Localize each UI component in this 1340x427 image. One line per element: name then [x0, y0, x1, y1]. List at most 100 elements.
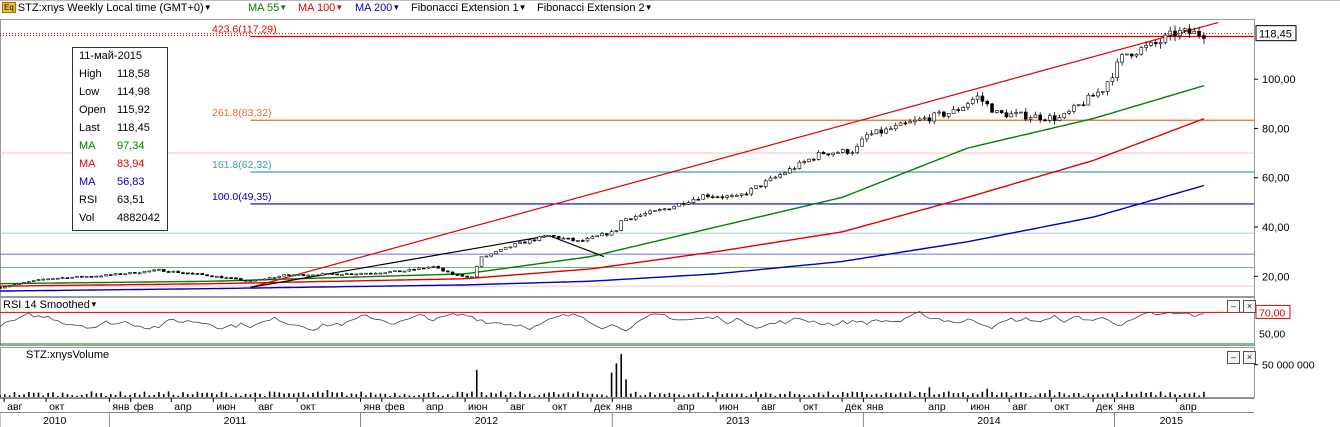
symbol-title-button[interactable]: Eq STZ:xnys Weekly Local time (GMT+0)▼: [2, 2, 212, 18]
minimize-icon: –: [1230, 352, 1236, 362]
candle-body: [388, 271, 392, 274]
candle-body: [503, 247, 508, 250]
candle-body: [812, 158, 816, 161]
candle-body: [508, 246, 513, 249]
rsi-close-button[interactable]: ×: [1243, 300, 1256, 313]
rsi-minimize-button[interactable]: –: [1227, 300, 1240, 313]
year-label: 2013: [726, 415, 750, 427]
candle-body: [1139, 47, 1144, 55]
candle-body: [869, 133, 874, 136]
candle-body: [287, 274, 291, 276]
candle-body: [523, 241, 527, 244]
candle-body: [691, 198, 696, 203]
dropdown-arrow-icon: ▼: [335, 3, 344, 12]
candle-body: [966, 103, 970, 108]
info-row-value: 114,98: [117, 86, 150, 98]
candle-body: [532, 239, 537, 242]
candle-body: [474, 266, 479, 278]
candle-body: [219, 275, 224, 279]
ma100-button[interactable]: MA 100▼: [298, 2, 343, 18]
month-label: окт: [552, 401, 568, 413]
info-row-label: MA: [79, 176, 96, 188]
equity-badge-icon: Eq: [2, 2, 16, 13]
fib-ext1-button[interactable]: Fibonacci Extension 1▼: [411, 2, 527, 18]
axes: 118,45 20,00 40,00 60,00 80,00 100,00 70,00 50,…: [0, 25, 1315, 427]
month-label: янв: [866, 401, 883, 413]
price-panel-frame: [0, 19, 1255, 297]
last-price-label: 118,45: [1259, 29, 1292, 41]
info-row-value: 83,94: [117, 158, 145, 170]
candle-body: [922, 117, 927, 120]
month-label: окт: [49, 401, 65, 413]
month-label: фев: [385, 401, 405, 413]
candle-body: [754, 185, 758, 189]
candle-body: [436, 266, 441, 269]
info-row: Open 115,92: [79, 104, 150, 122]
candle-body: [1033, 114, 1038, 119]
candle-body: [913, 119, 917, 123]
candle-body: [686, 202, 691, 205]
candle-body: [441, 267, 445, 272]
rsi-overbought-label: 70,00: [1259, 307, 1285, 319]
ma55-button[interactable]: MA 55▼: [248, 2, 287, 18]
info-row-value: 115,92: [117, 104, 150, 116]
candle-body: [113, 273, 118, 276]
candle-body: [325, 273, 330, 275]
candle-body: [27, 281, 31, 283]
symbol-title: STZ:xnys Weekly Local time (GMT+0): [17, 2, 204, 14]
info-row-value: 97,34: [117, 140, 145, 152]
candle-body: [200, 273, 205, 275]
candle-body: [3, 286, 7, 289]
candle-body: [152, 269, 156, 272]
candle-body: [157, 269, 161, 271]
candle-body: [1076, 104, 1081, 107]
candle-body: [142, 271, 147, 274]
candle-body: [725, 195, 729, 198]
candle-body: [898, 122, 903, 126]
volume-close-button[interactable]: ×: [1243, 351, 1256, 364]
rsi-tick-label: 50,00: [1259, 329, 1285, 341]
ma200-button[interactable]: MA 200▼: [355, 2, 400, 18]
ma55-label: MA 55: [248, 2, 280, 14]
ma100-label: MA 100: [298, 2, 336, 14]
price-candles: [0, 24, 1206, 289]
volume-minimize-button[interactable]: –: [1227, 351, 1240, 364]
rsi-panel-title-button[interactable]: RSI 14 Smoothed▼: [3, 299, 98, 311]
candle-body: [547, 235, 551, 237]
candle-body: [1100, 91, 1105, 93]
candle-body: [985, 100, 990, 105]
info-row-value: 118,45: [117, 122, 150, 134]
candle-body: [590, 236, 595, 239]
month-label: авг: [1012, 401, 1027, 413]
candle-body: [937, 111, 941, 114]
month-label: апр: [1179, 401, 1197, 413]
candle-body: [1038, 114, 1042, 121]
candle-body: [306, 274, 311, 277]
month-label: янв: [1117, 401, 1134, 413]
candle-body: [816, 151, 821, 160]
fib-ext2-button[interactable]: Fibonacci Extension 2▼: [537, 2, 653, 18]
candle-body: [393, 270, 397, 273]
candle-body: [701, 194, 705, 200]
month-label: авг: [7, 401, 22, 413]
fibonacci-levels: 423.6(117,29) 261.8(83,32) 161.8(62,32) 100…: [0, 24, 1254, 287]
panel-frames: [0, 0, 1340, 398]
moving-average-line: [0, 118, 1205, 287]
candle-body: [1004, 112, 1009, 118]
candle-body: [17, 283, 22, 285]
candle-body: [961, 107, 965, 112]
candle-body: [311, 274, 315, 277]
info-row-label: Low: [79, 86, 100, 98]
candle-body: [133, 272, 137, 274]
candle-body: [893, 125, 898, 130]
candle-body: [383, 272, 388, 275]
candle-body: [296, 274, 301, 276]
dropdown-arrow-icon: ▼: [89, 300, 98, 309]
candle-body: [739, 193, 744, 196]
info-row-label: RSI: [79, 194, 98, 206]
candle-body: [335, 273, 339, 276]
candle-body: [527, 239, 532, 244]
month-label: апр: [928, 401, 946, 413]
